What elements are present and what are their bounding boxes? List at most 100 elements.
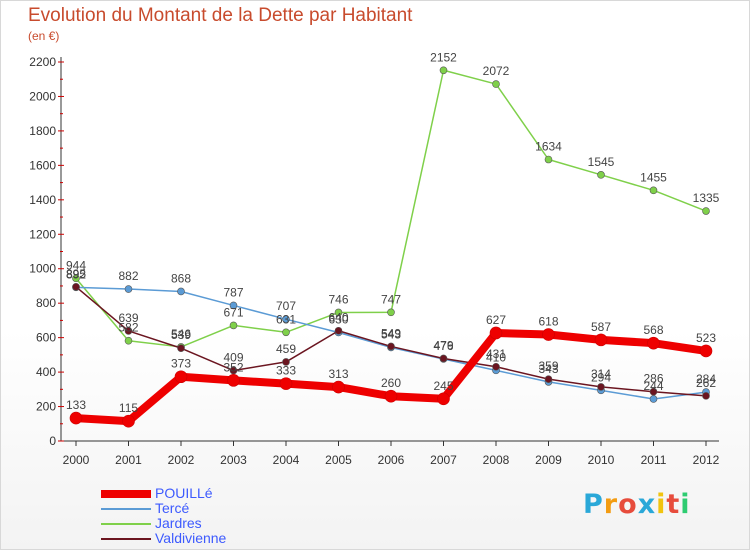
data-label: 630 [328,312,348,326]
data-point [229,366,238,375]
x-tick-label: 2004 [273,453,300,467]
x-tick-label: 2010 [588,453,615,467]
x-tick-label: 2001 [115,453,142,467]
data-label: 133 [66,398,86,412]
data-point [702,392,710,400]
x-tick-label: 2000 [63,453,90,467]
data-point [544,375,553,383]
legend-swatch [101,523,151,525]
data-point [229,301,238,310]
data-point [332,380,345,394]
data-label: 1545 [588,155,615,169]
data-label: 314 [591,367,611,381]
data-label: 260 [381,376,401,390]
legend-label: Tercé [155,500,190,516]
data-label: 2072 [483,64,510,78]
data-label: 459 [276,342,296,356]
data-point [334,326,343,335]
x-tick-label: 2009 [535,453,562,467]
data-label: 631 [276,312,296,326]
legend-swatch [101,490,151,498]
data-label: 333 [276,364,296,378]
data-point [124,327,133,335]
logo-letter: i [656,489,667,520]
x-tick-label: 2011 [641,453,667,467]
data-label: 431 [486,347,506,361]
y-tick-label: 1400 [29,193,56,207]
data-point [647,336,660,350]
data-point [649,186,658,195]
x-tick-label: 2005 [325,453,352,467]
data-label: 523 [696,331,716,345]
data-label: 543 [381,327,401,341]
data-label: 286 [643,372,663,386]
chart-unit: (en €) [28,29,60,43]
data-point [177,344,185,352]
data-label: 409 [223,351,243,365]
data-point [124,285,133,293]
data-point [387,342,395,351]
data-label: 895 [66,267,86,281]
data-label: 627 [486,313,506,327]
x-tick-label: 2008 [483,453,510,467]
data-label: 245 [433,379,453,393]
data-label: 707 [276,299,296,313]
legend-swatch [101,508,151,510]
proxiti-logo: Proxiti [583,489,691,520]
data-point [699,344,713,358]
y-tick-label: 600 [36,331,56,345]
logo-letter: P [583,489,604,520]
data-point [69,411,83,425]
data-label: 746 [328,292,348,306]
y-tick-label: 1800 [29,124,56,138]
data-label: 587 [591,320,611,334]
data-label: 882 [118,269,138,283]
data-point [72,283,80,291]
data-point [597,171,605,179]
data-label: 568 [643,323,663,337]
data-point [489,326,503,340]
data-label: 359 [538,359,558,373]
logo-letter: o [618,489,638,520]
data-point [439,66,448,75]
data-label: 1634 [535,140,562,154]
data-label: 115 [119,401,138,415]
logo-letter: x [637,489,657,520]
data-point [387,308,395,317]
data-point [649,387,658,396]
data-label: 747 [381,292,401,306]
data-point [492,80,500,88]
x-tick-label: 2007 [430,453,457,467]
data-label: 244 [643,379,663,393]
data-point [282,328,290,337]
data-point [282,315,290,324]
data-point [334,308,343,317]
data-point [122,414,135,428]
y-tick-label: 2000 [29,89,56,103]
data-label: 284 [696,372,716,386]
data-label: 618 [538,315,558,329]
y-tick-label: 200 [36,400,56,414]
data-point [594,333,608,347]
data-label: 892 [66,267,86,281]
data-point [282,358,290,366]
data-point [177,287,185,296]
logo-letter: r [603,489,619,520]
data-point [439,354,448,363]
data-label: 410 [486,350,506,364]
data-label: 262 [696,376,716,390]
data-point [384,389,398,403]
data-point [544,155,553,164]
chart-title: Evolution du Montant de la Dette par Hab… [28,5,413,26]
data-label: 1335 [693,191,720,205]
x-tick-label: 2006 [378,453,405,467]
data-point [649,395,658,403]
data-label: 2152 [430,50,457,64]
legend-label: Jardres [155,515,202,531]
data-point [227,374,240,387]
data-label: 294 [591,370,611,384]
data-point [229,321,238,330]
data-label: 582 [118,321,138,335]
data-point [174,370,188,384]
data-point [492,362,500,371]
